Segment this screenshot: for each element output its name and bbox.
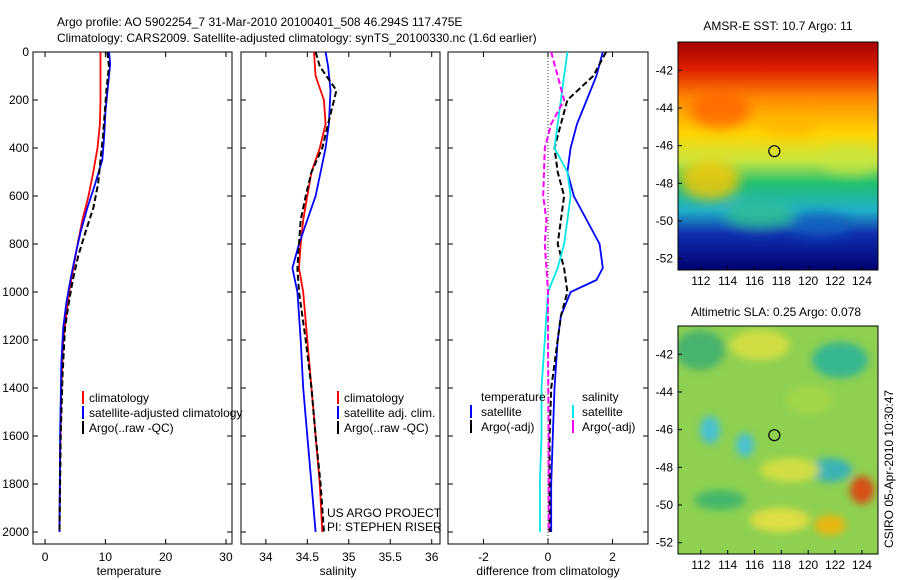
sst-argo-marker [768,145,781,158]
temperature-legend-satellite: satellite-adjusted climatology [89,406,242,420]
map-y-tick-label: -52 [656,252,674,266]
diff-legend-temp-argo: Argo(-adj) [481,420,534,434]
temperature-xlabel: temperature [97,564,162,578]
sst-map: AMSR-E SST: 10.7 Argo: 11 112 114 116 118 12… [656,19,879,288]
diff-legend-heading-salinity: salinity [582,390,619,404]
salinity-series-satellite-adj-clim [291,51,332,533]
salinity-series-climatology [298,51,327,533]
sst-map-title: AMSR-E SST: 10.7 Argo: 11 [703,19,853,33]
x-tick-label: 2 [609,550,616,564]
map-x-tick-label: 120 [798,274,818,288]
salinity-series-argo-raw-qc [296,51,338,533]
x-tick-label: 35 [342,550,356,564]
x-tick-label: 35.5 [379,550,403,564]
map-x-tick-label: 112 [691,558,710,572]
temperature-legend-argo: Argo(..raw -QC) [89,421,174,435]
x-tick-label: 0 [545,550,552,564]
y-tick-label: 800 [9,237,29,251]
sla-argo-marker [768,429,781,442]
y-tick-label: 1600 [2,429,29,443]
y-tick-label: 1200 [2,333,29,347]
x-tick-label: 0 [42,550,49,564]
map-y-tick-label: -50 [656,214,674,228]
map-y-tick-label: -48 [656,176,674,190]
map-x-tick-label: 122 [825,558,845,572]
salinity-legend-climatology: climatology [344,391,404,405]
map-x-tick-label: 112 [691,274,710,288]
difference-series-salinity-satellite [539,51,572,532]
sla-map-title: Altimetric SLA: 0.25 Argo: 0.078 [691,305,861,319]
sla-map: Altimetric SLA: 0.25 Argo: 0.078 112 114 1… [656,305,879,572]
y-tick-label: 2000 [2,525,29,539]
x-tick-label: -2 [478,550,489,564]
salinity-legend-satellite: satellite adj. clim. [344,406,435,420]
difference-xlabel: difference from climatology [476,564,619,578]
map-x-tick-label: 114 [718,274,737,288]
temperature-legend: climatology satellite-adjusted climatolo… [82,391,242,435]
map-y-tick-label: -46 [656,423,674,437]
map-x-tick-label: 116 [745,558,764,572]
map-y-tick-label: -44 [656,101,674,115]
map-x-tick-label: 118 [772,558,791,572]
y-tick-label: 400 [9,141,29,155]
map-x-tick-label: 114 [718,558,737,572]
csiro-timestamp: CSIRO 05-Apr-2010 10:30:47 [882,390,896,548]
x-tick-label: 36 [425,550,439,564]
temperature-series-satellite-adjusted-climatology [58,51,112,533]
difference-panel: -2 0 2 [447,51,649,564]
map-y-tick-label: -42 [656,347,674,361]
difference-series-temperature-argo-adj [548,51,607,532]
map-x-tick-label: 122 [825,274,845,288]
x-tick-label: 20 [159,550,173,564]
difference-series-temperature-satellite [550,51,604,532]
map-y-tick-label: -50 [656,498,674,512]
y-tick-label: 1400 [2,381,29,395]
map-x-tick-label: 124 [852,558,872,572]
y-tick-label: 1800 [2,477,29,491]
map-x-tick-label: 118 [772,274,791,288]
x-tick-label: 30 [219,550,233,564]
temperature-panel: 0 200 400 600 800 1000 1200 1400 1600 1800 2000 0 10… [2,45,233,564]
salinity-panel: 34 34.5 35 35.5 36 [240,51,441,564]
map-y-tick-label: -42 [656,63,674,77]
temperature-legend-climatology: climatology [89,391,149,405]
map-x-tick-label: 124 [852,274,872,288]
salinity-legend: climatology satellite adj. clim. Argo(..… [327,391,442,534]
y-tick-label: 200 [9,93,29,107]
temperature-series-argo-raw-qc [58,51,111,533]
y-tick-label: 1000 [2,285,29,299]
map-y-tick-label: -48 [656,460,674,474]
temperature-series-climatology [58,52,102,533]
diff-legend-sal-argo: Argo(-adj) [582,420,635,434]
y-tick-label: 600 [9,189,29,203]
project-annotation-line1: US ARGO PROJECT [327,506,442,520]
x-tick-label: 10 [99,550,113,564]
map-y-tick-label: -44 [656,385,674,399]
difference-series-salinity-argo-adj [542,51,566,532]
map-y-tick-label: -46 [656,139,674,153]
map-x-tick-label: 120 [798,558,818,572]
x-tick-label: 34 [259,550,273,564]
salinity-legend-argo: Argo(..raw -QC) [344,421,429,435]
map-y-tick-label: -52 [656,536,674,550]
y-tick-label: 0 [22,45,29,59]
project-annotation-line2: PI: STEPHEN RISER [327,520,442,534]
x-tick-label: 34.5 [296,550,320,564]
diff-legend-heading-temperature: temperature [481,390,546,404]
figure-title-line2: Climatology: CARS2009. Satellite-adjuste… [57,31,537,45]
figure-title-line1: Argo profile: AO 5902254_7 31-Mar-2010 2… [57,15,462,29]
difference-legend: temperature satellite Argo(-adj) salinit… [470,390,635,434]
salinity-xlabel: salinity [320,564,357,578]
map-x-tick-label: 116 [745,274,764,288]
diff-legend-temp-satellite: satellite [481,405,522,419]
diff-legend-sal-satellite: satellite [582,405,623,419]
